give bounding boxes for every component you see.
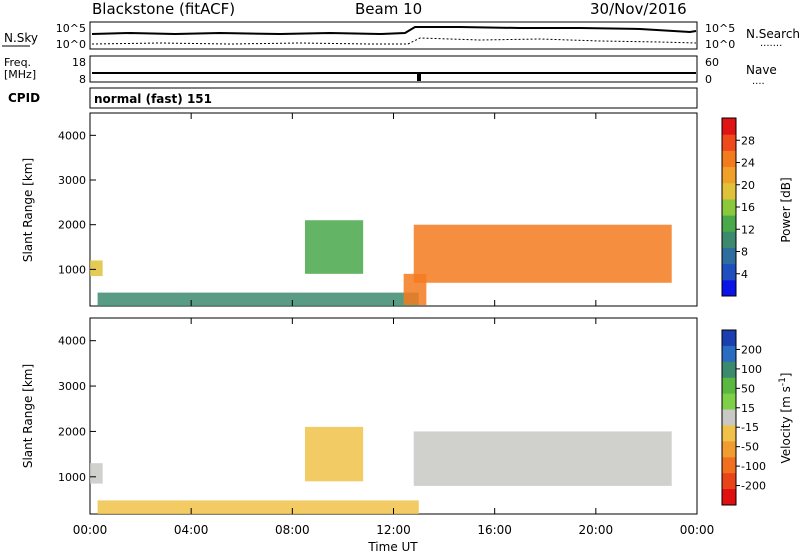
noise-right-dots: ....... xyxy=(760,38,782,49)
colorbar-swatch xyxy=(722,134,736,151)
velocity-ytick-label: 2000 xyxy=(58,425,86,438)
colorbar-swatch xyxy=(722,409,736,426)
colorbar-swatch xyxy=(722,425,736,442)
cpid-box xyxy=(89,87,698,109)
beam-title: Beam 10 xyxy=(355,0,422,18)
power-echo-region-1 xyxy=(97,292,419,306)
colorbar-tick-label: 4 xyxy=(741,268,748,281)
noise-left-tick-bottom: 10^0 xyxy=(56,38,86,51)
power-ytick-label: 4000 xyxy=(58,129,86,142)
velocity-echo-region-0 xyxy=(90,463,103,484)
freq-label-2: [MHz] xyxy=(4,68,36,81)
colorbar-swatch xyxy=(722,231,736,248)
colorbar-tick-label: -100 xyxy=(741,460,766,473)
colorbar-swatch xyxy=(722,279,736,297)
freq-tick-top: 18 xyxy=(72,56,86,69)
colorbar-tick-label: 50 xyxy=(741,382,755,395)
colorbar-swatch xyxy=(722,166,736,184)
nave-tick-top: 60 xyxy=(705,56,719,69)
power-echo-region-4 xyxy=(413,224,672,283)
colorbar-tick-label: -200 xyxy=(741,480,766,493)
colorbar-swatch xyxy=(722,441,736,458)
velocity-label-main: Velocity [m s xyxy=(779,386,793,463)
colorbar-swatch xyxy=(722,150,736,168)
colorbar-swatch xyxy=(722,457,736,474)
freq-label-1: Freq. xyxy=(4,56,31,69)
colorbar-swatch xyxy=(722,377,736,395)
power-echo-region-0 xyxy=(90,260,103,277)
noise-right-label: N.Search xyxy=(746,27,800,41)
colorbar-tick-label: 24 xyxy=(741,157,755,170)
colorbar-swatch xyxy=(722,345,736,363)
velocity-label-sup: -1 xyxy=(778,377,788,386)
date-title: 30/Nov/2016 xyxy=(590,0,687,18)
colorbar-tick-label: 16 xyxy=(741,201,755,214)
colorbar-swatch xyxy=(722,198,736,216)
colorbar-tick-label: 28 xyxy=(741,134,755,147)
colorbar-swatch xyxy=(722,182,736,200)
power-ytick-label: 1000 xyxy=(58,263,86,276)
noise-panel: N.Sky 10^5 10^0 10^5 10^0 N.Search .....… xyxy=(2,21,800,51)
velocity-label-end: ] xyxy=(779,373,793,378)
freq-line xyxy=(92,72,696,81)
xtick-label: 00:00 xyxy=(680,523,715,537)
power-ylabel: Slant Range [km] xyxy=(21,158,35,262)
station-title: Blackstone (fitACF) xyxy=(92,0,235,18)
xtick-label: 20:00 xyxy=(579,523,614,537)
colorbar-tick-label: 20 xyxy=(741,179,755,192)
colorbar-swatch xyxy=(722,473,736,490)
colorbar-tick-label: 100 xyxy=(741,363,762,376)
velocity-colorbar-label: Velocity [m s-1] xyxy=(778,373,793,464)
colorbar-swatch xyxy=(722,263,736,281)
nave-dots: .... xyxy=(752,76,765,87)
freq-panel: Freq. [MHz] 18 8 60 0 Nave .... xyxy=(4,55,777,87)
xtick-label: 04:00 xyxy=(174,523,209,537)
power-colorbar-label: Power [dB] xyxy=(779,177,793,242)
velocity-colorbar: 200 100 50 15 -15 -50 -100 -200 Velocity [m s-1… xyxy=(721,329,793,506)
velocity-ytick-label: 4000 xyxy=(58,335,86,348)
nave-tick-bottom: 0 xyxy=(705,73,712,86)
colorbar-tick-label: 8 xyxy=(741,246,748,259)
noise-search-line xyxy=(91,37,697,45)
xtick-label: 12:00 xyxy=(376,523,411,537)
velocity-echo-region-2 xyxy=(304,426,364,482)
cpid-label: CPID xyxy=(8,91,40,105)
cpid-value: normal (fast) 151 xyxy=(94,92,212,106)
power-echo-region-2 xyxy=(304,220,364,274)
noise-right-tick-top: 10^5 xyxy=(705,22,735,35)
colorbar-swatch xyxy=(722,361,736,379)
colorbar-tick-label: 15 xyxy=(741,402,755,415)
noise-sky-line xyxy=(91,26,697,36)
velocity-echo-region-1 xyxy=(97,500,419,514)
colorbar-swatch xyxy=(722,247,736,265)
colorbar-swatch xyxy=(722,330,736,347)
power-colorbar: 4 8 12 16 20 24 28 Power [dB] xyxy=(721,117,793,297)
colorbar-tick-label: 12 xyxy=(741,223,755,236)
colorbar-swatch xyxy=(722,118,736,135)
noise-left-label: N.Sky xyxy=(4,31,38,45)
power-ytick-label: 3000 xyxy=(58,174,86,187)
velocity-ytick-label: 1000 xyxy=(58,471,86,484)
power-panel: 1000 2000 3000 4000 xyxy=(58,112,698,307)
velocity-ylabel: Slant Range [km] xyxy=(21,364,35,468)
colorbar-tick-label: 200 xyxy=(741,343,762,356)
freq-tick-bottom: 8 xyxy=(79,73,86,86)
velocity-echo-region-3 xyxy=(413,431,672,486)
velocity-ytick-label: 3000 xyxy=(58,380,86,393)
xtick-label: 16:00 xyxy=(477,523,512,537)
x-axis-label: Time UT xyxy=(367,540,418,554)
colorbar-swatch xyxy=(722,393,736,411)
noise-left-tick-top: 10^5 xyxy=(56,22,86,35)
noise-right-tick-bottom: 10^0 xyxy=(705,38,735,51)
xtick-label: 00:00 xyxy=(73,523,108,537)
colorbar-swatch xyxy=(722,215,736,232)
colorbar-tick-label: -50 xyxy=(741,441,759,454)
colorbar-tick-label: -15 xyxy=(741,421,759,434)
velocity-panel: 1000 2000 3000 4000 xyxy=(58,317,698,515)
xtick-label: 08:00 xyxy=(275,523,310,537)
colorbar-swatch xyxy=(722,489,736,506)
nave-label: Nave xyxy=(746,63,777,77)
power-ytick-label: 2000 xyxy=(58,219,86,232)
